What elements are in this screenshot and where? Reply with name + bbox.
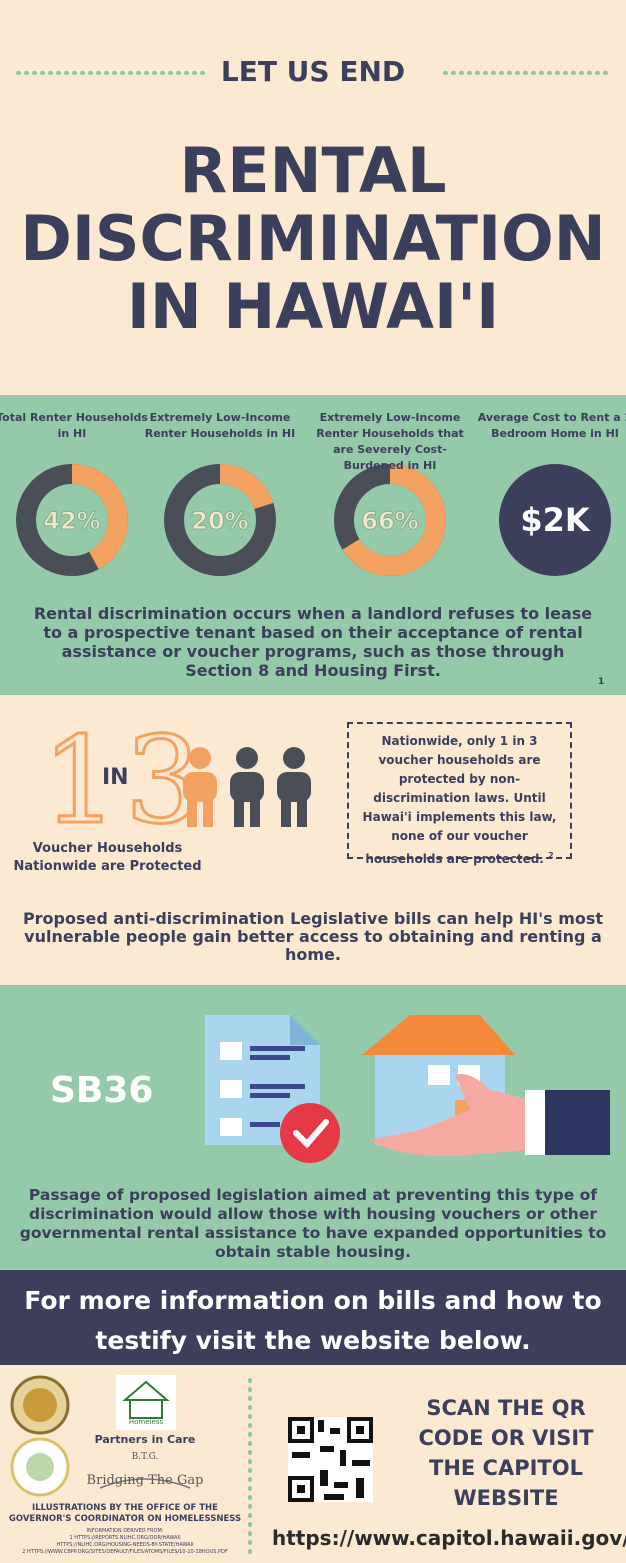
proposal: Proposed anti-discrimination Legislative… (22, 909, 604, 964)
source: HTTPS://NLIHC.ORG/HOUSING-NEEDS-BY-STATE… (56, 1542, 194, 1548)
scan-line: WEBSITE (453, 1486, 559, 1510)
homeless-logo (99, 1375, 191, 1489)
stat-label: Extremely Low-Income Renter Households i… (144, 411, 296, 440)
donut-label: 66% (361, 507, 418, 535)
title-line: IN HAWAI'I (126, 270, 500, 343)
donut-arc (164, 464, 276, 576)
definition: Rental discrimination occurs when a land… (33, 604, 593, 680)
ratio-numerator: 1 (42, 712, 118, 851)
source: 2 HTTPS://WWW.CBPP.ORG/SITES/DEFAULT/FIL… (22, 1549, 228, 1555)
title-line: DISCRIMINATION (20, 202, 606, 275)
credit: ILLUSTRATIONS BY THE OFFICE OF THE GOVER… (0, 1503, 250, 1525)
logo-text: Homeless (128, 1418, 164, 1426)
cta-band (0, 1270, 626, 1365)
house-icon (362, 1015, 610, 1156)
qr-code (288, 1417, 373, 1502)
info-box: Nationwide, only 1 in 3 voucher househol… (347, 722, 572, 866)
document-icon (205, 1015, 340, 1163)
bill-name: SB36 (50, 1070, 154, 1111)
scan-line: THE CAPITOL (429, 1456, 583, 1480)
donut-label: 42% (43, 507, 100, 535)
seal-logo (10, 1375, 70, 1497)
sources-title: INFORMATION DERIVED FROM: (86, 1528, 164, 1534)
people-icons (183, 747, 311, 827)
stat-value: $2K (520, 501, 591, 539)
btg-short: B.T.G. (131, 1452, 159, 1462)
ratio-connector: IN (102, 765, 129, 790)
caption-line: Voucher Households (32, 841, 183, 856)
caption-line: Nationwide are Protected (13, 859, 202, 874)
stat-graphics: 42% 20% 66% $2K (16, 464, 611, 576)
ratio-caption: Voucher Households Nationwide are Protec… (5, 840, 210, 876)
donut-arc (16, 464, 128, 576)
credit-line: ILLUSTRATIONS BY THE OFFICE OF THE (32, 1503, 218, 1513)
btg: Bridging The Gap (86, 1473, 204, 1488)
scan-line: SCAN THE QR (426, 1396, 586, 1420)
stat-label: Total Renter Households in HI (0, 411, 148, 440)
partners: Partners in Care (94, 1433, 196, 1446)
url: https://www.capitol.hawaii.gov/ (272, 1526, 626, 1550)
donut-label: 20% (191, 507, 248, 535)
box-text: Nationwide, only 1 in 3 voucher househol… (362, 734, 557, 866)
kicker: LET US END (220, 55, 406, 88)
cta: For more information on bills and how to… (0, 1281, 626, 1361)
scan-line: CODE OR VISIT (418, 1426, 594, 1450)
box-footnote: 2 (548, 851, 554, 860)
stat-label: Average Cost to Rent a 2 Bedroom Home in… (477, 411, 626, 440)
cta-line: testify visit the website below. (95, 1326, 531, 1355)
title-line: RENTAL (179, 134, 447, 207)
donut-arc (334, 464, 446, 576)
cta-line: For more information on bills and how to (24, 1286, 602, 1315)
stat-label: Extremely Low-Income Renter Households t… (316, 411, 464, 472)
footnote: 1 (598, 677, 605, 687)
credit-line: GOVERNOR'S COORDINATOR ON HOMELESSNESS (8, 1514, 242, 1524)
sources: INFORMATION DERIVED FROM: 1 HTTPS://REPO… (0, 1528, 250, 1556)
scan-text: SCAN THE QR CODE OR VISIT THE CAPITOL WE… (390, 1393, 622, 1513)
stat-circle (499, 464, 611, 576)
source: 1 HTTPS://REPORTS.NLIHC.ORG/OOR/HAWAII (69, 1535, 181, 1541)
bill-text: Passage of proposed legislation aimed at… (19, 1186, 607, 1261)
